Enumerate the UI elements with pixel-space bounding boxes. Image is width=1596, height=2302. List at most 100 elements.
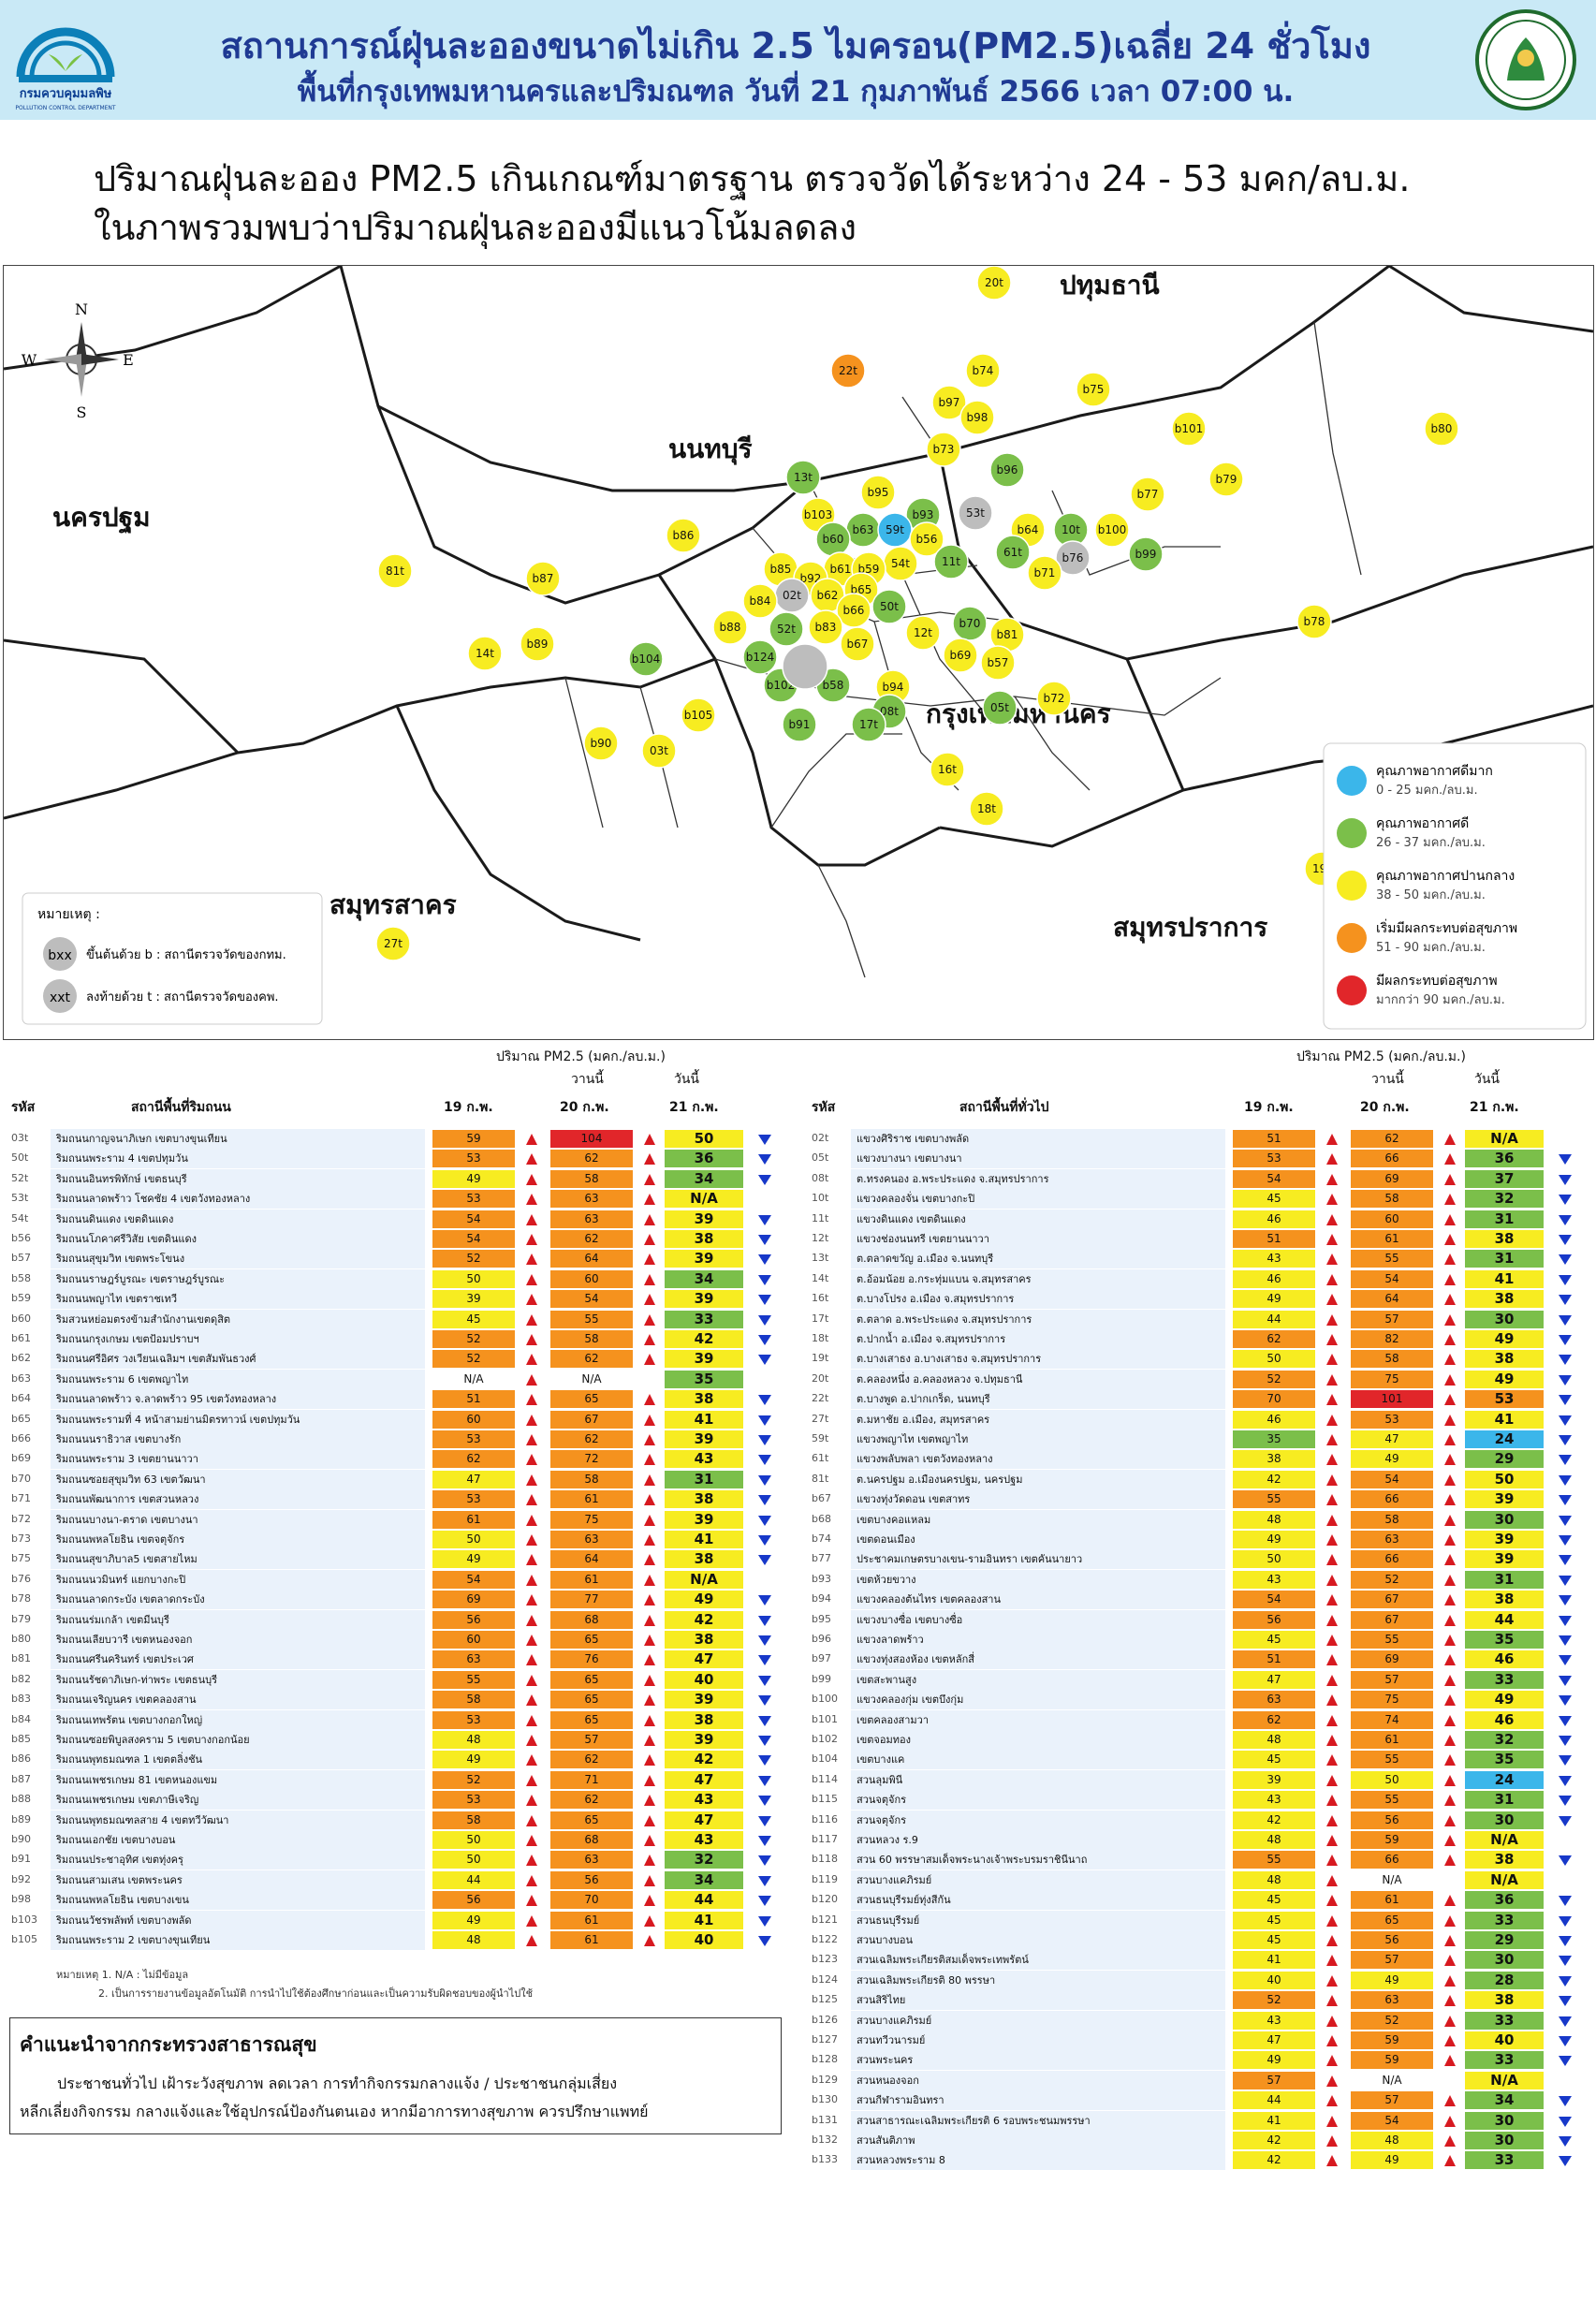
- trend-up-icon: [526, 1795, 537, 1807]
- value-19feb: 42: [1233, 1470, 1315, 1488]
- station-marker: 14t: [467, 636, 503, 671]
- station-name: ริมถนนพระราม 2 เขตบางขุนเทียน: [51, 1930, 425, 1950]
- value-20feb: 57: [1351, 1670, 1433, 1689]
- trend-up-icon: [526, 1814, 537, 1826]
- station-marker: 22t: [830, 353, 866, 389]
- value-20feb: 62: [550, 1430, 633, 1448]
- station-marker: b81: [989, 617, 1025, 652]
- value-19feb: 40: [1233, 1971, 1315, 1989]
- station-marker: b88: [712, 609, 748, 645]
- remarks-t-marker: xxt: [50, 990, 71, 1005]
- map-remarks: หมายเหตุ : bxx ขึ้นต้นด้วย b : สถานีตรวจ…: [22, 892, 323, 1025]
- station-name: สวนทวีวนารมย์: [851, 2031, 1225, 2050]
- station-name: ต.บางพูด อ.ปากเกร็ด, นนทบุรี: [851, 1389, 1225, 1410]
- trend-down-icon: [758, 1154, 771, 1166]
- value-19feb: 53: [432, 1150, 515, 1168]
- trend-up-icon: [526, 1674, 537, 1686]
- station-name: เขตสะพานสูง: [851, 1669, 1225, 1690]
- value-21feb: 31: [665, 1470, 743, 1488]
- trend-up-icon: [1326, 1173, 1338, 1185]
- compass-w: W: [22, 351, 37, 369]
- station-name: ประชาคมเกษตรบางเขน-รามอินทรา เขตคันนายาว: [851, 1549, 1225, 1570]
- station-label: b93: [913, 508, 934, 521]
- table-row: b88 ริมถนนเพชรเกษม เขตภาษีเจริญ 53 62 43: [9, 1790, 786, 1811]
- value-20feb: 63: [1351, 1531, 1433, 1548]
- value-20feb: N/A: [581, 1371, 602, 1386]
- table-row: b78 ริมถนนลาดกระบัง เขตลาดกระบัง 69 77 49: [9, 1590, 786, 1610]
- trend-up-icon: [1326, 1874, 1338, 1886]
- trend-down-icon: [1559, 1796, 1572, 1807]
- trend-down-icon: [1559, 1314, 1572, 1326]
- value-21feb: 28: [1465, 1971, 1544, 1989]
- value-19feb: 55: [432, 1670, 515, 1689]
- value-20feb: 61: [1351, 1230, 1433, 1248]
- station-label: b72: [1044, 692, 1065, 705]
- station-label: 61t: [1003, 546, 1022, 559]
- trend-up-icon: [644, 1434, 655, 1445]
- station-code: b76: [11, 1572, 31, 1585]
- trend-up-icon: [1326, 2155, 1338, 2167]
- station-label: b94: [883, 681, 904, 694]
- trend-up-icon: [644, 1614, 655, 1626]
- station-name: แขวงพลับพลา เขตวังทองหลาง: [851, 1449, 1225, 1470]
- col-d2: 20 ก.พ.: [1360, 1100, 1410, 1115]
- table-row: b105 ริมถนนพระราม 2 เขตบางขุนเทียน 48 61 40: [9, 1930, 786, 1950]
- station-label: 52t: [777, 623, 796, 636]
- trend-up-icon: [526, 1454, 537, 1466]
- station-name: ต.ตลาดขวัญ อ.เมือง จ.นนทบุรี: [851, 1249, 1225, 1269]
- col-d3: 21 ก.พ.: [669, 1100, 719, 1115]
- station-name: ริมถนนดินแดง เขตดินแดง: [51, 1209, 425, 1229]
- trend-up-icon: [644, 1474, 655, 1486]
- trend-up-icon: [526, 1554, 537, 1566]
- value-19feb: 48: [1233, 1831, 1315, 1849]
- value-19feb: 44: [432, 1870, 515, 1889]
- trend-down-icon: [1559, 1595, 1572, 1606]
- value-21feb: 38: [1465, 1851, 1544, 1869]
- trend-down-icon: [1559, 1695, 1572, 1707]
- trend-down-icon: [1559, 1915, 1572, 1927]
- station-name: สวนบางบอน: [851, 1930, 1225, 1950]
- value-20feb: 58: [1351, 1190, 1433, 1209]
- value-21feb: 41: [665, 1410, 743, 1429]
- station-marker: b72: [1036, 681, 1072, 716]
- station-marker: b84: [742, 583, 778, 619]
- trend-up-icon: [1444, 1955, 1456, 1967]
- station-code: b85: [11, 1733, 31, 1745]
- station-name: สวนหนองจอก: [851, 2070, 1225, 2090]
- value-21feb: 50: [665, 1130, 743, 1148]
- value-21feb: 38: [1465, 1591, 1544, 1609]
- col-yesterday-label: วานนี้: [1371, 1072, 1404, 1087]
- station-code: b78: [11, 1592, 31, 1606]
- trend-up-icon: [1326, 1855, 1338, 1867]
- station-code: b61: [11, 1332, 31, 1344]
- legend-swatch: [1337, 766, 1367, 796]
- trend-up-icon: [1326, 1134, 1338, 1145]
- value-20feb: 65: [550, 1691, 633, 1709]
- station-marker: 10t: [1053, 512, 1089, 548]
- station-name: แขวงทุ่งสองห้อง เขตหลักสี่: [851, 1650, 1225, 1670]
- value-20feb: 57: [1351, 2091, 1433, 2110]
- table-row: 81t ต.นครปฐม อ.เมืองนครปฐม, นครปฐม 42 54 50: [810, 1469, 1587, 1489]
- station-name: ริมถนนศรีนครินทร์ เขตประเวศ: [51, 1650, 425, 1670]
- value-20feb: 71: [550, 1770, 633, 1789]
- trend-up-icon: [1444, 1234, 1456, 1245]
- trend-up-icon: [644, 1554, 655, 1566]
- station-name: ต.บางโปรง อ.เมือง จ.สมุทรปราการ: [851, 1289, 1225, 1310]
- station-code: b67: [812, 1492, 831, 1505]
- value-19feb: 50: [1233, 1550, 1315, 1569]
- trend-down-icon: [758, 1595, 771, 1606]
- value-21feb: 30: [1465, 1510, 1544, 1529]
- station-code: 12t: [812, 1232, 829, 1244]
- station-name: แขวงทุ่งวัดดอน เขตสาทร: [851, 1489, 1225, 1510]
- value-19feb: 46: [1233, 1410, 1315, 1429]
- trend-up-icon: [526, 1494, 537, 1506]
- trend-up-icon: [526, 1534, 537, 1546]
- value-19feb: 47: [432, 1470, 515, 1488]
- trend-up-icon: [526, 1874, 537, 1886]
- station-marker: 16t: [930, 752, 965, 787]
- station-name: เขตบางคอแหลม: [851, 1509, 1225, 1530]
- trend-down-icon: [1559, 2016, 1572, 2027]
- station-name: ริมถนนลาดพร้าว โชคชัย 4 เขตวังทองหลาง: [51, 1189, 425, 1210]
- station-name: สวนสาธารณะเฉลิมพระเกียรติ 6 รอบพระชนมพรร…: [851, 2110, 1225, 2131]
- station-name: ริมถนนพหลโยธิน เขตจตุจักร: [51, 1530, 425, 1549]
